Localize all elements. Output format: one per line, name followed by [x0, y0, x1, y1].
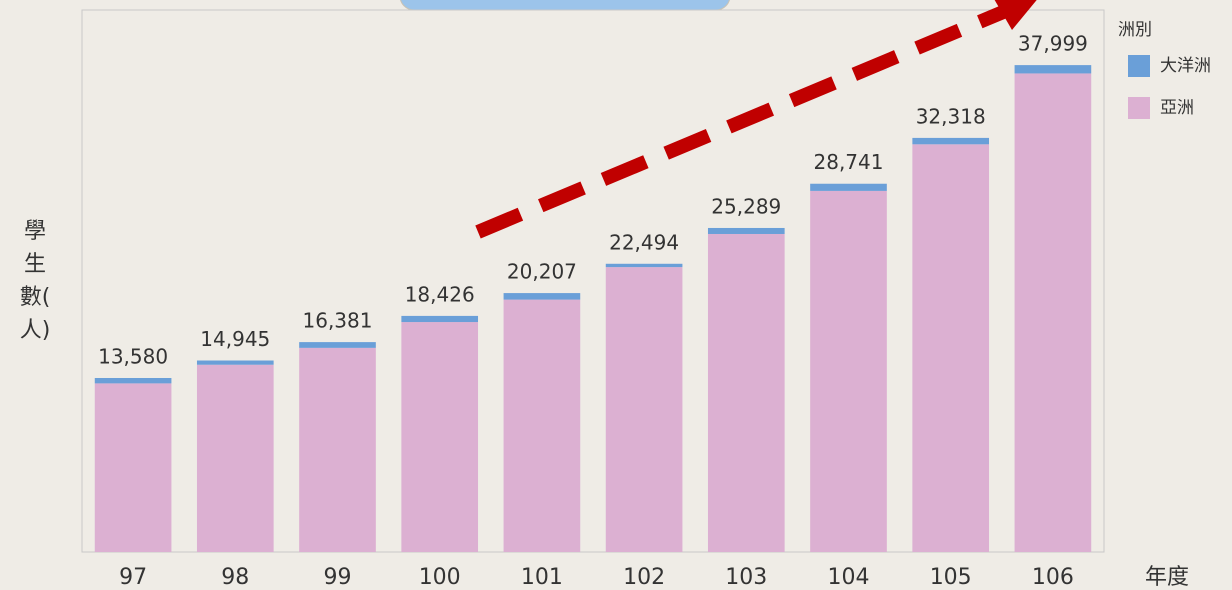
bar-segment [810, 183, 887, 191]
y-axis-label: 學生數(人) [19, 219, 51, 343]
x-axis-label: 年度 [1145, 565, 1189, 590]
x-tick-label: 105 [930, 565, 972, 590]
bar-segment [299, 347, 376, 552]
bar-segment [912, 137, 990, 145]
legend-label: 亞洲 [1160, 98, 1194, 118]
plot-frame [81, 9, 1105, 553]
trend-arrow [475, 3, 1011, 239]
bar-segment [401, 315, 479, 323]
bar-segment [707, 233, 785, 552]
total-label: 28,741 [814, 150, 884, 174]
total-label: 18,426 [405, 282, 475, 306]
legend-swatch [1128, 97, 1150, 119]
marks [94, 65, 1092, 553]
x-tick-label: 98 [221, 565, 249, 590]
total-label: 25,289 [711, 194, 781, 218]
clip-art [400, 0, 730, 11]
x-tick-label: 99 [324, 565, 352, 590]
bar-segment [1014, 65, 1092, 74]
bar-segment [707, 227, 785, 234]
arrow-head [994, 0, 1037, 30]
bar-segment [912, 144, 990, 553]
bar-segment [605, 267, 683, 552]
x-tick-label: 103 [725, 565, 767, 590]
x-tick-label: 100 [419, 565, 461, 590]
bar-segment [94, 377, 172, 384]
bar-segment [810, 190, 887, 552]
bar-segment [196, 364, 274, 552]
x-tick-label: 97 [119, 565, 147, 590]
bar-segment [94, 383, 172, 552]
x-tick-label: 104 [828, 565, 870, 590]
bar-segment [605, 263, 683, 268]
bar-segment [401, 322, 479, 552]
total-label: 16,381 [303, 309, 373, 333]
bar-segment [299, 342, 376, 348]
bar-segment [1014, 73, 1092, 552]
total-label: 37,999 [1018, 32, 1088, 56]
total-label: 22,494 [609, 230, 679, 254]
bar-segment [503, 293, 581, 300]
x-tick-label: 101 [521, 565, 563, 590]
total-label: 20,207 [507, 260, 577, 284]
total-label: 32,318 [916, 104, 986, 128]
legend-title: 洲別 [1118, 20, 1152, 40]
total-label: 14,945 [200, 327, 270, 351]
bar-segment [196, 360, 274, 365]
total-label: 13,580 [98, 344, 168, 368]
x-tick-label: 102 [623, 565, 665, 590]
bar-segment [503, 299, 581, 552]
legend-swatch [1128, 55, 1150, 77]
x-tick-label: 106 [1032, 565, 1074, 590]
legend-label: 大洋洲 [1160, 56, 1211, 76]
